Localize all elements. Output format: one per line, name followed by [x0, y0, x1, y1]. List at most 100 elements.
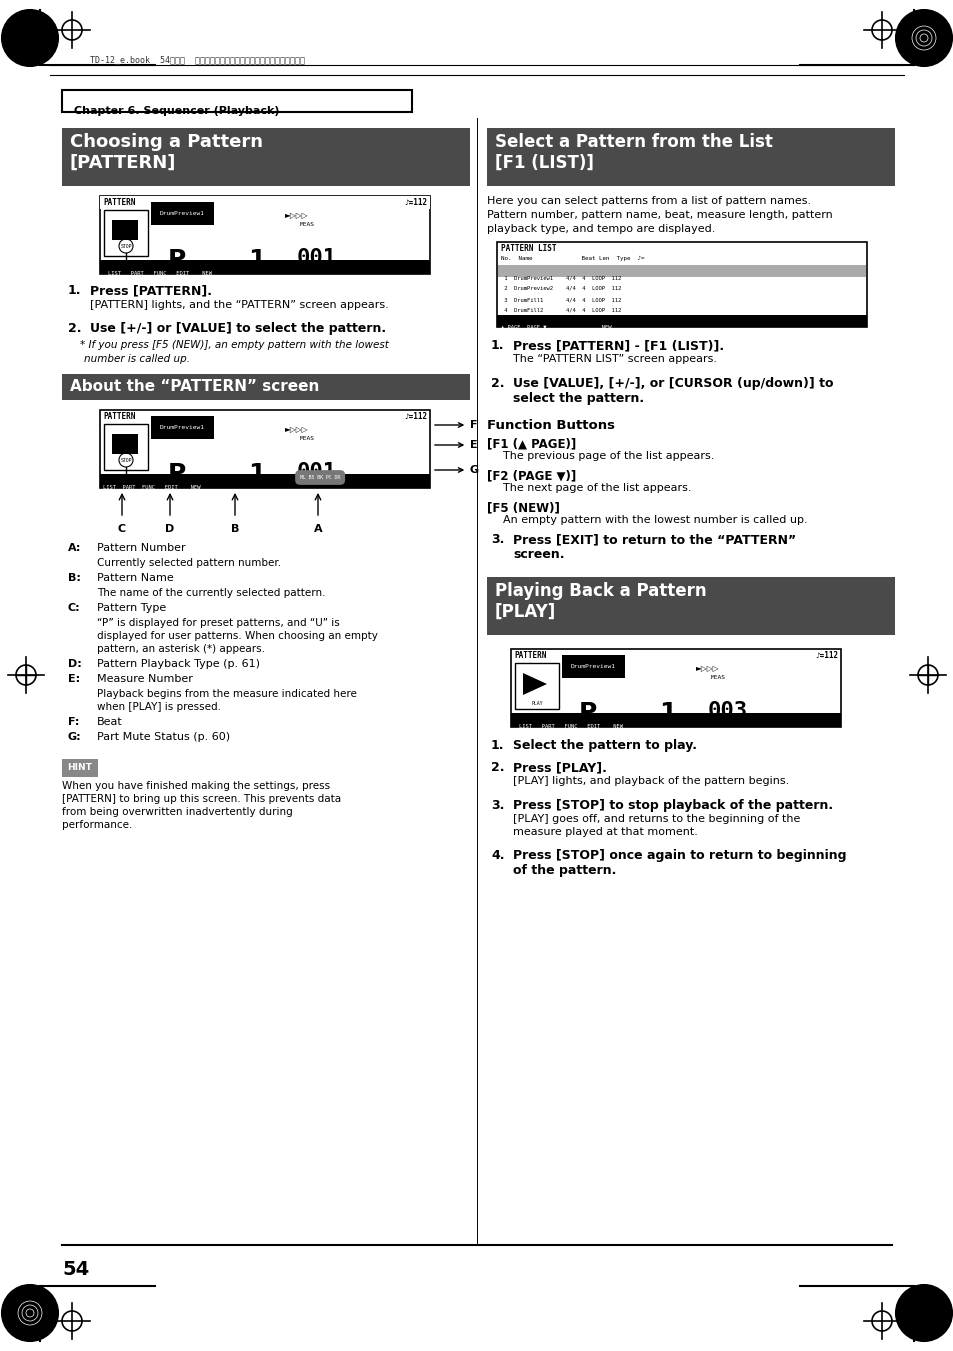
- Text: D: D: [165, 524, 174, 534]
- Text: Choosing a Pattern: Choosing a Pattern: [70, 132, 263, 151]
- Text: measure played at that moment.: measure played at that moment.: [513, 827, 698, 838]
- Text: DrumPreview1: DrumPreview1: [160, 211, 205, 216]
- Text: An empty pattern with the lowest number is called up.: An empty pattern with the lowest number …: [502, 515, 807, 526]
- Bar: [511, 648, 841, 727]
- Text: P: P: [578, 701, 597, 725]
- Text: [PATTERN] lights, and the “PATTERN” screen appears.: [PATTERN] lights, and the “PATTERN” scre…: [90, 300, 388, 309]
- Circle shape: [911, 1301, 935, 1325]
- Bar: [511, 713, 841, 727]
- Circle shape: [899, 1289, 947, 1337]
- Bar: [100, 196, 430, 274]
- Bar: [497, 265, 865, 277]
- Text: * If you press [F5 (NEW)], an empty pattern with the lowest: * If you press [F5 (NEW)], an empty patt…: [80, 340, 389, 350]
- Text: of the pattern.: of the pattern.: [513, 865, 616, 877]
- Text: [F1 (LIST)]: [F1 (LIST)]: [495, 154, 594, 172]
- Text: Chapter 6. Sequencer (Playback): Chapter 6. Sequencer (Playback): [74, 105, 279, 116]
- Text: 54: 54: [62, 1260, 90, 1279]
- Circle shape: [14, 22, 46, 54]
- Text: [PLAY] lights, and playback of the pattern begins.: [PLAY] lights, and playback of the patte…: [513, 775, 788, 786]
- Text: 1: 1: [659, 701, 676, 725]
- Text: ►▷▷▷: ►▷▷▷: [285, 211, 308, 220]
- Bar: [62, 91, 412, 112]
- Text: When you have finished making the settings, press: When you have finished making the settin…: [62, 781, 330, 790]
- Text: LIST   PART   FUNC   EDIT    NEW: LIST PART FUNC EDIT NEW: [108, 272, 212, 276]
- Text: 3.: 3.: [491, 534, 504, 546]
- Text: E: E: [435, 440, 477, 450]
- Bar: [112, 434, 138, 454]
- Text: The next page of the list appears.: The next page of the list appears.: [502, 484, 691, 493]
- Bar: [486, 577, 894, 635]
- Text: ♪=112: ♪=112: [403, 412, 427, 422]
- Text: Press [EXIT] to return to the “PATTERN”: Press [EXIT] to return to the “PATTERN”: [513, 534, 796, 546]
- Bar: [62, 128, 470, 186]
- Text: PATTERN: PATTERN: [103, 199, 135, 207]
- Text: performance.: performance.: [62, 820, 132, 830]
- Text: number is called up.: number is called up.: [84, 354, 190, 363]
- Circle shape: [903, 1293, 943, 1333]
- Text: ►▷▷▷: ►▷▷▷: [285, 426, 308, 434]
- Text: Part Mute Status (p. 60): Part Mute Status (p. 60): [97, 732, 230, 742]
- Text: Function Buttons: Function Buttons: [486, 419, 615, 432]
- Text: DrumPreview1: DrumPreview1: [571, 663, 616, 669]
- Bar: [100, 259, 430, 274]
- Text: C: C: [118, 524, 126, 534]
- Text: [F5 (NEW)]: [F5 (NEW)]: [486, 501, 559, 513]
- Text: from being overwritten inadvertently during: from being overwritten inadvertently dur…: [62, 807, 293, 817]
- Text: STOP: STOP: [120, 245, 132, 249]
- Text: MEAS: MEAS: [299, 222, 314, 227]
- Text: F: F: [435, 420, 477, 430]
- Text: 003: 003: [707, 701, 747, 721]
- Bar: [62, 374, 470, 400]
- Text: Press [PATTERN] - [F1 (LIST)].: Press [PATTERN] - [F1 (LIST)].: [513, 339, 723, 353]
- Text: Pattern Type: Pattern Type: [97, 603, 166, 613]
- Text: [F2 (PAGE ▼)]: [F2 (PAGE ▼)]: [486, 469, 576, 482]
- Text: Currently selected pattern number.: Currently selected pattern number.: [97, 558, 281, 567]
- Text: ♪=112: ♪=112: [403, 199, 427, 207]
- Circle shape: [10, 18, 50, 58]
- Text: screen.: screen.: [513, 549, 564, 561]
- Bar: [62, 759, 98, 777]
- Text: G: G: [435, 465, 478, 476]
- Bar: [515, 663, 558, 709]
- Text: Pattern Name: Pattern Name: [97, 573, 173, 584]
- Text: Press [STOP] once again to return to beginning: Press [STOP] once again to return to beg…: [513, 848, 845, 862]
- Text: 5  Wanna Ride?     4/4  23  LOOP  130: 5 Wanna Ride? 4/4 23 LOOP 130: [500, 319, 624, 324]
- Text: 2.: 2.: [68, 322, 81, 335]
- Text: C:: C:: [68, 603, 81, 613]
- Text: 2.: 2.: [491, 761, 504, 774]
- Text: F:: F:: [68, 717, 79, 727]
- Circle shape: [895, 9, 951, 66]
- Text: 1  DrumPreview1    4/4  4  LOOP  112: 1 DrumPreview1 4/4 4 LOOP 112: [500, 276, 620, 280]
- Text: Playback begins from the measure indicated here: Playback begins from the measure indicat…: [97, 689, 356, 698]
- Text: ML B5 BK PC DR: ML B5 BK PC DR: [299, 476, 340, 480]
- Text: The “PATTERN LIST” screen appears.: The “PATTERN LIST” screen appears.: [513, 354, 717, 363]
- Text: PLAY: PLAY: [531, 701, 542, 707]
- Bar: [486, 128, 894, 186]
- Text: Use [+/-] or [VALUE] to select the pattern.: Use [+/-] or [VALUE] to select the patte…: [90, 322, 386, 335]
- Bar: [100, 474, 430, 488]
- Circle shape: [22, 30, 38, 46]
- Circle shape: [18, 26, 42, 50]
- Text: [PATTERN] to bring up this screen. This prevents data: [PATTERN] to bring up this screen. This …: [62, 794, 341, 804]
- Text: Press [PATTERN].: Press [PATTERN].: [90, 284, 212, 297]
- Text: 4  DrumFill2       4/4  4  LOOP  112: 4 DrumFill2 4/4 4 LOOP 112: [500, 308, 620, 313]
- Text: Pattern Playback Type (p. 61): Pattern Playback Type (p. 61): [97, 659, 260, 669]
- Text: ►▷▷▷: ►▷▷▷: [696, 663, 719, 673]
- Text: Select a Pattern from the List: Select a Pattern from the List: [495, 132, 772, 151]
- Text: Use [VALUE], [+/-], or [CURSOR (up/down)] to: Use [VALUE], [+/-], or [CURSOR (up/down)…: [513, 377, 833, 390]
- Text: “P” is displayed for preset patterns, and “U” is: “P” is displayed for preset patterns, an…: [97, 617, 339, 628]
- Text: 3.: 3.: [491, 798, 504, 812]
- Text: B:: B:: [68, 573, 81, 584]
- Text: 1: 1: [248, 249, 265, 272]
- Text: Press [PLAY].: Press [PLAY].: [513, 761, 606, 774]
- Text: PATTERN: PATTERN: [103, 412, 135, 422]
- Bar: [104, 209, 148, 255]
- Polygon shape: [522, 673, 546, 694]
- Text: 2  DrumPreview2    4/4  4  LOOP  112: 2 DrumPreview2 4/4 4 LOOP 112: [500, 286, 620, 290]
- Text: PATTERN LIST: PATTERN LIST: [500, 245, 556, 253]
- Text: ML B5 BK PC DR: ML B5 BK PC DR: [710, 713, 750, 719]
- Circle shape: [2, 9, 58, 66]
- Text: MEAS: MEAS: [710, 676, 725, 680]
- Text: [PLAY]: [PLAY]: [495, 603, 556, 621]
- Text: select the pattern.: select the pattern.: [513, 392, 643, 405]
